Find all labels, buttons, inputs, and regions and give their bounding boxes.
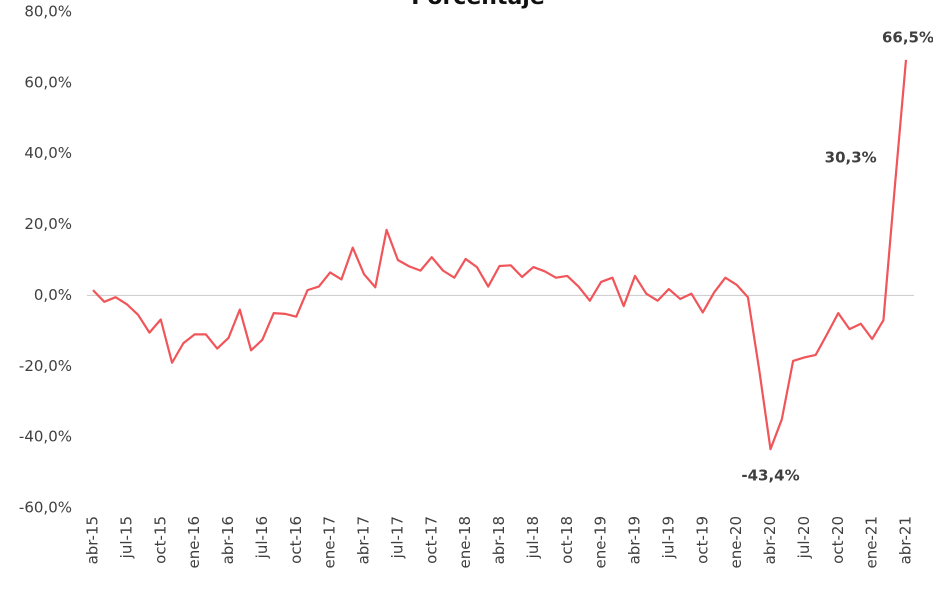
x-tick-label: ene-17 [321, 516, 339, 568]
value-label: -43,4% [741, 467, 799, 485]
x-tick-label: ene-18 [456, 516, 474, 568]
x-tick-label: oct-15 [151, 516, 169, 564]
x-tick-label: abr-16 [219, 516, 237, 564]
x-tick-label: abr-15 [84, 516, 102, 564]
value-label: 66,5% [882, 28, 933, 46]
x-tick-label: ene-21 [863, 516, 881, 568]
x-tick-label: ene-19 [592, 516, 610, 568]
y-tick-label: 20,0% [24, 215, 72, 233]
x-tick-label: jul-18 [524, 516, 542, 559]
y-tick-label: -60,0% [19, 499, 72, 517]
x-tick-label: jul-17 [388, 516, 406, 559]
y-tick-label: 0,0% [34, 286, 72, 304]
x-tick-label: abr-20 [761, 516, 779, 564]
x-tick-label: abr-21 [897, 516, 915, 564]
x-tick-label: jul-16 [253, 516, 271, 559]
x-tick-label: jul-15 [117, 516, 135, 559]
x-tick-label: ene-16 [185, 516, 203, 568]
y-tick-label: 40,0% [24, 144, 72, 162]
x-tick-label: oct-16 [287, 516, 305, 564]
y-tick-label: -20,0% [19, 357, 72, 375]
x-tick-label: jul-20 [795, 516, 813, 559]
chart-title: Porcentaje [411, 0, 545, 10]
y-tick-label: -40,0% [19, 428, 72, 446]
x-tick-label: jul-19 [659, 516, 677, 559]
x-tick-label: abr-19 [626, 516, 644, 564]
y-tick-label: 60,0% [24, 73, 72, 91]
x-tick-label: abr-18 [490, 516, 508, 564]
x-tick-label: abr-17 [355, 516, 373, 564]
x-tick-label: oct-18 [558, 516, 576, 564]
y-tick-label: 80,0% [24, 3, 72, 21]
line [92, 59, 908, 451]
value-label: 30,3% [825, 149, 877, 167]
x-tick-label: oct-17 [422, 516, 440, 564]
x-tick-label: ene-20 [727, 516, 745, 568]
x-tick-label: oct-20 [829, 516, 847, 564]
x-tick-label: oct-19 [693, 516, 711, 564]
